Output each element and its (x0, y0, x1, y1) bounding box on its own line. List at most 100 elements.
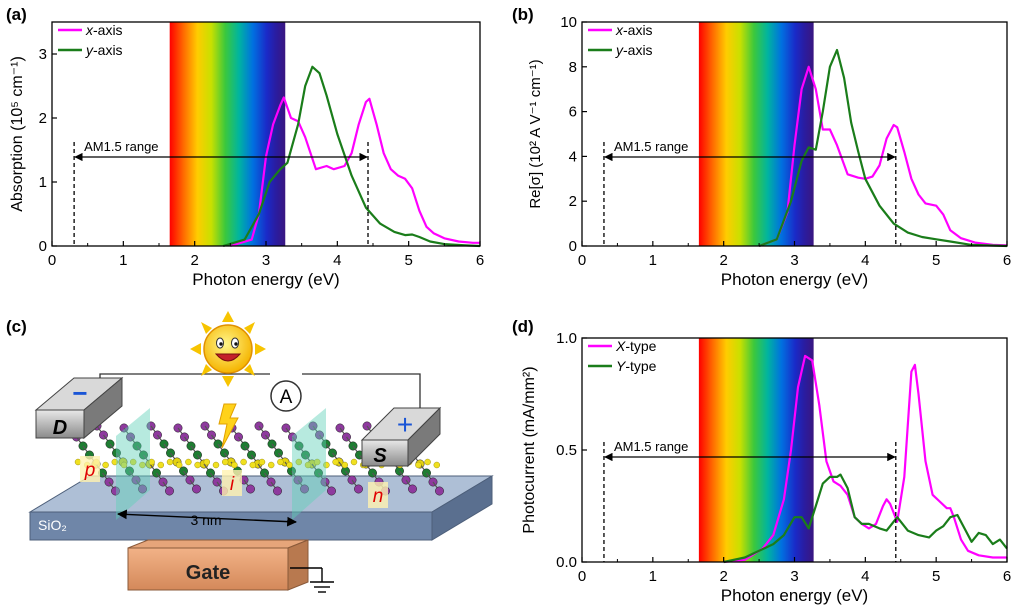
x-axis-label: Photon energy (eV) (192, 270, 339, 289)
y-tick-label: 0 (569, 238, 577, 255)
lattice-atom (157, 461, 165, 469)
y-ticks: 0.0 0.5 1.0 (556, 330, 587, 571)
lattice-atom (221, 458, 229, 466)
lattice-atom (231, 461, 238, 469)
lattice-atom (192, 484, 201, 494)
x-tick-label: 6 (1003, 252, 1011, 269)
lattice-atom (138, 484, 147, 494)
x-ticks: 0 1 2 3 4 5 6 (48, 241, 484, 269)
lattice-atom (327, 486, 336, 496)
series-line-2 (723, 473, 1008, 564)
circuit-wire-left (99, 373, 270, 378)
source-label: S (373, 445, 387, 467)
y-tick-label: 10 (560, 14, 577, 31)
lattice-atom (194, 461, 201, 469)
legend: X-type Y-type (588, 338, 657, 374)
y-tick-label: 0 (39, 238, 47, 255)
lattice-atom (341, 461, 348, 469)
am15-range: AM1.5 range (603, 139, 897, 246)
substrate-label: SiO₂ (38, 517, 67, 533)
region-label-i: i (222, 470, 242, 496)
y-tick-label: 4 (569, 148, 577, 165)
x-tick-label: 2 (719, 568, 727, 585)
lattice-atom (268, 461, 275, 469)
legend-label-1: x-axis (615, 22, 653, 38)
circuit-wire-right (302, 373, 421, 408)
gate-electrode (127, 539, 309, 591)
y-ticks: 0 2 4 6 8 10 (560, 14, 587, 255)
channel-length-arrow (117, 509, 297, 527)
range-label: AM1.5 range (614, 139, 688, 154)
lattice-atom (415, 461, 422, 469)
y-axis-label: Absorption (10⁵ cm⁻¹) (9, 56, 26, 212)
x-tick-label: 4 (861, 252, 869, 269)
range-label: AM1.5 range (614, 439, 688, 454)
x-tick-label: 0 (48, 252, 56, 269)
y-tick-label: 0.5 (556, 442, 577, 459)
region-dividers (116, 408, 326, 520)
y-ticks: 0 1 2 3 (39, 46, 57, 255)
minus-sign: − (72, 378, 87, 408)
visible-spectrum-band (698, 22, 814, 246)
lattice-atom (258, 458, 266, 466)
lattice-atom (286, 461, 293, 469)
y-tick-label: 2 (569, 193, 577, 210)
svg-text:p: p (84, 460, 96, 481)
curves (723, 354, 1008, 564)
lattice-atom (240, 458, 247, 466)
panel-b: (b) 0 1 2 3 4 5 6 0 2 4 6 8 10 AM1.5 range x-axis y… (512, 5, 1011, 289)
y-tick-label: 1.0 (556, 330, 577, 347)
lattice-atom (120, 461, 128, 469)
svg-text:n: n (373, 486, 384, 507)
ammeter-label: A (280, 387, 293, 408)
ground-symbol (290, 567, 334, 593)
am15-range: AM1.5 range (73, 139, 369, 246)
x-tick-label: 1 (649, 568, 657, 585)
y-tick-label: 2 (39, 110, 47, 127)
lattice-atom (111, 458, 119, 466)
panel-label: (c) (6, 317, 27, 336)
legend-label-2: y-axis (615, 42, 653, 58)
x-tick-label: 4 (861, 568, 869, 585)
lattice-atom (323, 461, 330, 469)
x-tick-label: 2 (190, 252, 198, 269)
lattice-atom (129, 458, 137, 466)
panel-c-device-schematic: (c) SiO₂ Gate (6, 311, 494, 593)
panel-label: (a) (6, 5, 27, 24)
x-axis-label: Photon energy (eV) (721, 586, 868, 605)
lattice-atom (424, 458, 431, 466)
lattice-atom (139, 461, 146, 469)
lattice-atom (185, 458, 192, 466)
lattice-atom (273, 486, 282, 496)
legend-label-2: y-axis (85, 42, 123, 58)
x-tick-label: 0 (578, 568, 586, 585)
x-tick-label: 6 (476, 252, 484, 269)
series-line-1 (758, 65, 1008, 248)
lattice-atom (354, 484, 363, 494)
visible-spectrum-band (698, 338, 814, 562)
lightning-icon (218, 403, 239, 449)
sun-icon (190, 311, 266, 387)
curves (222, 65, 481, 248)
x-tick-label: 1 (119, 252, 127, 269)
x-tick-label: 3 (262, 252, 270, 269)
lattice-atom (314, 458, 321, 466)
y-tick-label: 6 (569, 104, 577, 121)
panel-d: (d) 0 1 2 3 4 5 6 0.0 0.5 1.0 AM1.5 range X-type… (512, 317, 1011, 605)
source-electrode (360, 406, 442, 468)
lattice-atom (249, 461, 257, 469)
region-label-n: n (368, 482, 388, 508)
lattice-atom (277, 458, 284, 466)
range-label: AM1.5 range (84, 139, 158, 154)
y-axis-label: Photocurrent (mA/mm²) (521, 366, 538, 533)
x-ticks: 0 1 2 3 4 5 6 (578, 241, 1011, 269)
drain-label: D (53, 417, 67, 439)
x-tick-label: 5 (932, 252, 940, 269)
plus-sign: + (397, 409, 413, 440)
series-line-1 (229, 96, 480, 248)
legend-label-2: Y-type (616, 358, 657, 374)
series-line-2 (222, 65, 481, 248)
lattice-atom (295, 458, 302, 466)
legend: x-axis y-axis (588, 22, 653, 58)
y-tick-label: 0.0 (556, 554, 577, 571)
